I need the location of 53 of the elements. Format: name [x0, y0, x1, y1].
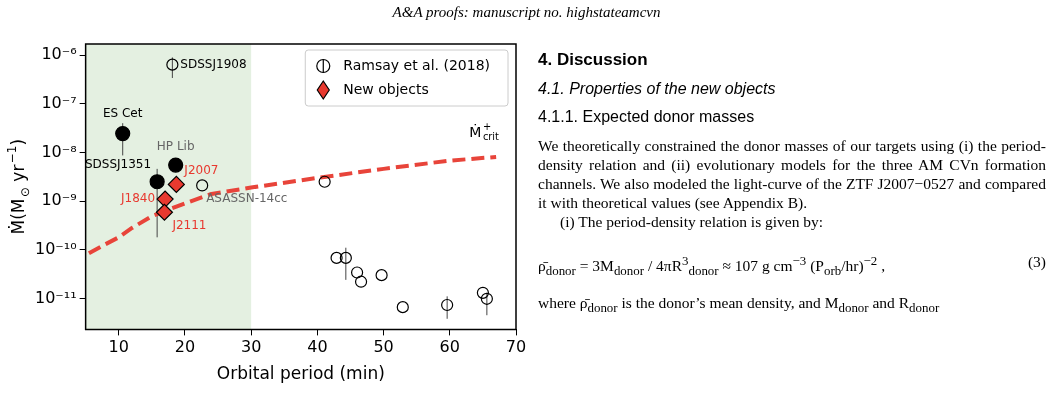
- point: [476, 286, 489, 299]
- y-tick-label: 10⁻⁷: [41, 92, 77, 112]
- text: 4.1. Properties of the new objects: [538, 80, 777, 98]
- text: where ρ̄$_{donor}$ is the donor’s mean density, and M$_{donor}$ and R$_{donor}$: [538, 293, 941, 318]
- point: [339, 251, 352, 264]
- point: [149, 174, 165, 190]
- point: [196, 179, 209, 192]
- x-tick-label: 70: [505, 337, 527, 357]
- text: We theoretically constrained the donor masses of our targets using (i) the period-density relation and (ii) evolutionary models for the three AM CVn formation channels. We also modeled the light-curve of the ZTF J2007−0527 and compared it with theoretical values (see Appendix B).: [538, 136, 1046, 212]
- text: A&A proofs: manuscript no. highstateamcvn: [391, 4, 662, 21]
- data-label: HP Lib: [156, 139, 195, 154]
- point: [318, 175, 331, 188]
- data-label: SDSSJ1351: [84, 156, 152, 171]
- y-axis-title: Ṁ(M⊙ yr−1): [5, 138, 33, 235]
- line-series: [86, 154, 499, 256]
- point: [330, 251, 343, 264]
- point: [155, 203, 174, 221]
- point: [396, 301, 409, 314]
- text: 4. Discussion: [538, 50, 649, 70]
- point: [167, 175, 185, 194]
- data-label: SDSSJ1908: [180, 56, 247, 71]
- x-axis-title: Orbital period (min): [216, 363, 385, 384]
- text: 4.1.1. Expected donor masses: [538, 108, 756, 126]
- point: [354, 275, 368, 288]
- x-tick-label: 50: [373, 337, 394, 357]
- y-tick-label: 10⁻⁶: [41, 44, 77, 64]
- data-label: ES Cet: [102, 105, 143, 120]
- y-tick-label: 10⁻¹¹: [34, 287, 77, 307]
- point: [115, 125, 131, 142]
- y-tick-label: 10⁻¹⁰: [34, 238, 77, 258]
- text: (3): [1027, 253, 1046, 271]
- point: [351, 266, 364, 279]
- data-label: ASASSN-14cc: [206, 190, 288, 205]
- text: (i) The period-density relation is given by:: [559, 212, 825, 231]
- point: [166, 58, 179, 71]
- x-tick-label: 60: [439, 337, 460, 357]
- text: ρ̄$_{donor}$ = 3M$_{donor}$ / 4πR$^{3}$$_{donor}$ ≈ 107 g cm$^{−3}$ (P$_{orb}$/hr)$^{−2}$ ,: [538, 253, 886, 279]
- data-label: J2007: [183, 162, 219, 177]
- point: [156, 190, 174, 208]
- x-tick-label: 10: [108, 337, 129, 357]
- y-tick-label: 10⁻⁸: [41, 141, 77, 161]
- point: [441, 298, 454, 312]
- data-label: J2111: [171, 218, 207, 233]
- legend-label: Ramsay et al. (2018): [343, 56, 491, 73]
- y-tick-label: 10⁻⁹: [41, 190, 77, 210]
- legend-label: New objects: [343, 80, 429, 97]
- x-tick-label: 20: [174, 337, 196, 357]
- x-tick-label: 40: [307, 337, 328, 357]
- data-label: J1840: [120, 191, 156, 206]
- point: [168, 157, 184, 173]
- x-tick-label: 30: [240, 337, 262, 357]
- point: [375, 269, 388, 282]
- point: [480, 292, 493, 305]
